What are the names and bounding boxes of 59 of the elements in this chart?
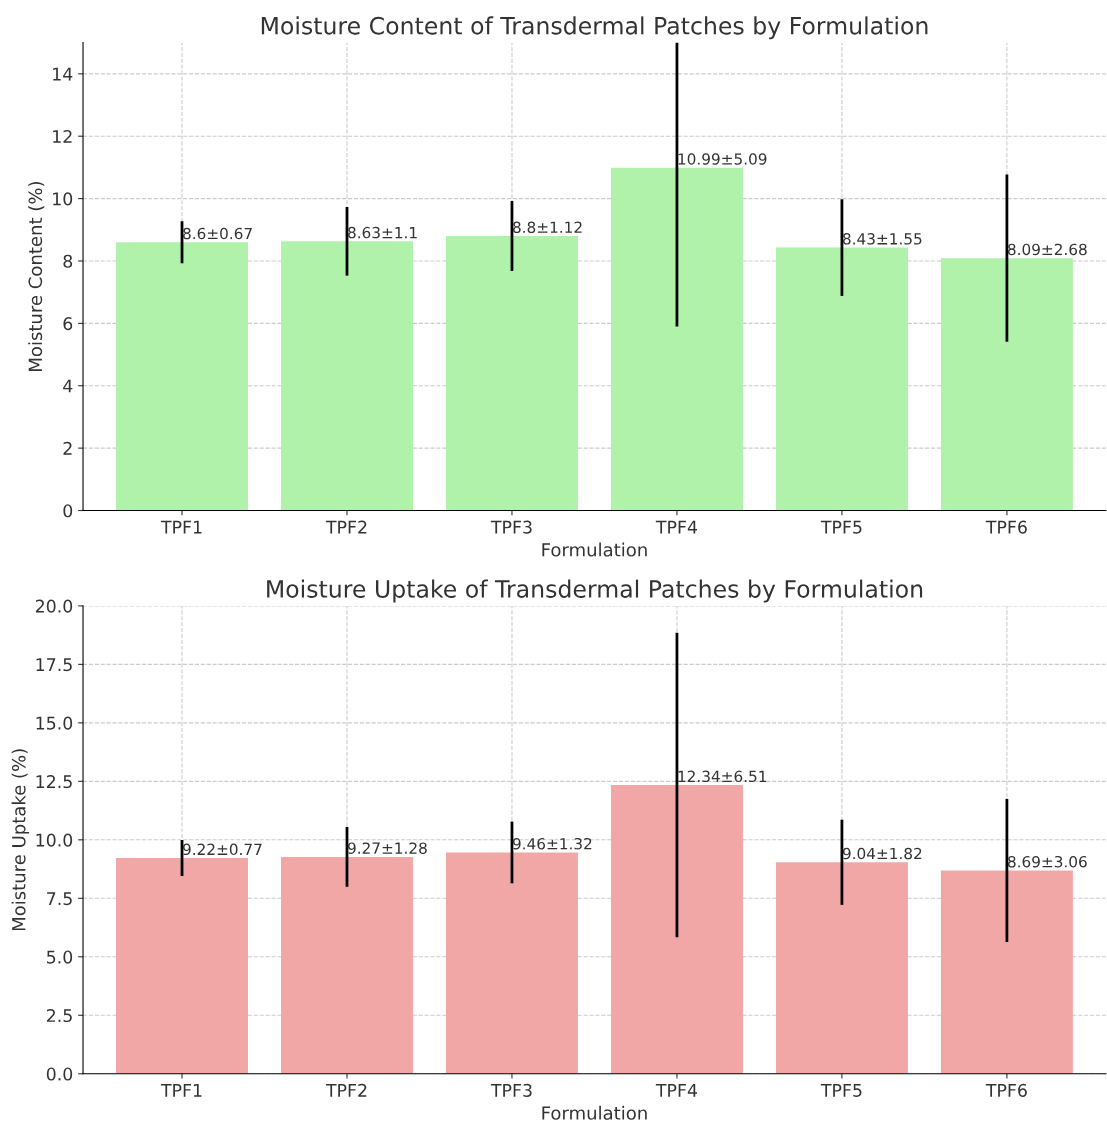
data-label: 8.43±1.55 xyxy=(842,233,922,245)
data-label: 8.63±1.1 xyxy=(348,226,417,239)
y-tick-label: 2 xyxy=(63,441,72,455)
y-tick-label: 12.5 xyxy=(36,775,72,789)
y-tick-label: 4 xyxy=(63,379,73,393)
x-tick-label: TPF6 xyxy=(985,520,1027,534)
data-label: 8.09±2.68 xyxy=(1007,243,1087,256)
y-tick-label: 14 xyxy=(53,67,73,81)
y-tick-label: 0.0 xyxy=(46,1067,73,1081)
y-tick-label: 17.5 xyxy=(36,658,72,672)
bar xyxy=(116,242,248,511)
bar xyxy=(281,241,413,511)
bar xyxy=(445,852,578,1074)
data-label: 12.34±6.51 xyxy=(678,770,767,783)
y-tick-label: 12 xyxy=(53,129,72,143)
y-axis-title: Moisture Content (%) xyxy=(28,182,45,371)
x-tick-label: TPF2 xyxy=(325,520,367,534)
y-tick-label: 10.0 xyxy=(36,833,73,847)
y-axis-title: Moisture Uptake (%) xyxy=(11,749,30,931)
data-label: 8.8±1.12 xyxy=(513,221,582,234)
y-tick-label: 15.0 xyxy=(36,716,73,730)
y-tick-label: 20.0 xyxy=(35,599,73,613)
y-tick-label: 2.5 xyxy=(46,1008,72,1023)
bar xyxy=(116,858,248,1074)
data-label: 9.22±0.77 xyxy=(182,843,262,856)
x-tick-label: TPF5 xyxy=(820,1084,862,1097)
x-tick-label: TPF1 xyxy=(160,520,202,534)
bar xyxy=(445,236,578,511)
y-tick-label: 0 xyxy=(63,504,73,518)
y-tick-label: 10 xyxy=(53,192,73,206)
x-tick-label: TPF3 xyxy=(490,1083,532,1097)
data-label: 9.27±1.28 xyxy=(347,842,427,854)
x-tick-label: TPF5 xyxy=(820,520,862,534)
y-tick-label: 7.5 xyxy=(47,892,72,906)
chart-title: Moisture Content of Transdermal Patches by Formulation xyxy=(261,16,928,40)
y-tick-label: 6 xyxy=(63,317,73,331)
y-tick-label: 5.0 xyxy=(47,950,73,964)
data-label: 10.99±5.09 xyxy=(678,153,767,165)
bar xyxy=(940,870,1073,1074)
data-label: 8.69±3.06 xyxy=(1007,855,1087,868)
x-axis-title: Formulation xyxy=(542,542,647,557)
bar xyxy=(281,856,413,1074)
bar xyxy=(940,258,1073,511)
y-tick-label: 8 xyxy=(63,254,73,268)
data-label: 8.6±0.67 xyxy=(183,227,252,240)
chart-title: Moisture Uptake of Transdermal Patches by Formulation xyxy=(267,579,923,603)
bar xyxy=(610,167,743,511)
data-label: 9.46±1.32 xyxy=(512,837,592,850)
bar xyxy=(775,862,908,1074)
x-tick-label: TPF3 xyxy=(490,520,532,534)
x-tick-label: TPF4 xyxy=(655,520,698,534)
bar xyxy=(610,785,743,1074)
x-axis-title: Formulation xyxy=(542,1105,647,1120)
x-tick-label: TPF6 xyxy=(985,1083,1027,1097)
x-tick-label: TPF4 xyxy=(655,1084,698,1097)
x-tick-label: TPF2 xyxy=(325,1083,367,1097)
x-tick-label: TPF1 xyxy=(160,1084,202,1097)
data-label: 9.04±1.82 xyxy=(842,847,922,860)
bar xyxy=(775,247,908,511)
